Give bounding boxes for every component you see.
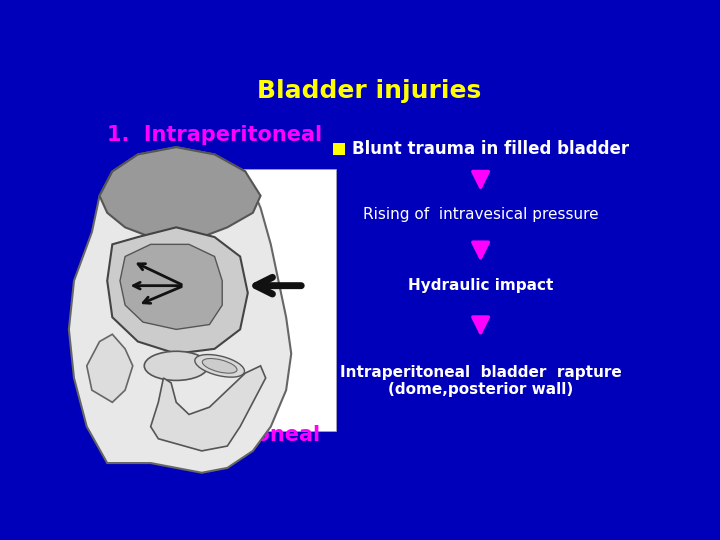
Polygon shape <box>87 334 132 402</box>
Text: Bladder injuries: Bladder injuries <box>257 79 481 103</box>
Text: Rising of  intravesical pressure: Rising of intravesical pressure <box>363 207 598 222</box>
Bar <box>333 144 345 155</box>
Polygon shape <box>107 227 248 354</box>
Text: 2. Extraperitoneal: 2. Extraperitoneal <box>107 426 320 446</box>
Polygon shape <box>99 147 261 242</box>
Ellipse shape <box>144 352 208 380</box>
Text: Hydraulic impact: Hydraulic impact <box>408 278 553 293</box>
Polygon shape <box>69 147 291 473</box>
Bar <box>138 168 336 431</box>
Text: Intraperitoneal  bladder  rapture
(dome,posterior wall): Intraperitoneal bladder rapture (dome,po… <box>340 364 621 397</box>
Text: 1.  Intraperitoneal: 1. Intraperitoneal <box>107 125 322 145</box>
Polygon shape <box>150 366 266 451</box>
Ellipse shape <box>195 355 245 377</box>
Polygon shape <box>120 244 222 329</box>
Text: Blunt trauma in filled bladder: Blunt trauma in filled bladder <box>352 140 629 158</box>
Ellipse shape <box>202 359 237 373</box>
